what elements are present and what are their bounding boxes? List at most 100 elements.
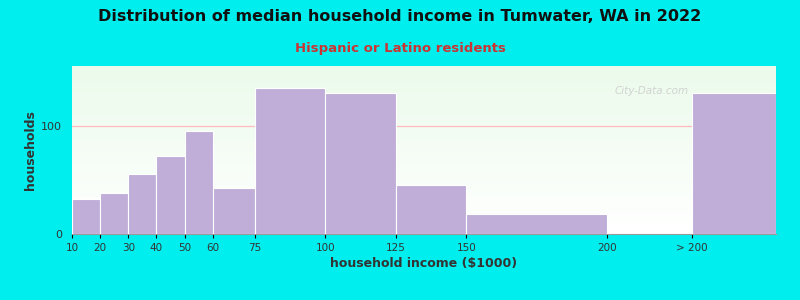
Bar <box>72 202 776 204</box>
Bar <box>72 178 776 180</box>
Bar <box>213 188 255 234</box>
Bar <box>72 165 776 167</box>
Bar <box>72 170 776 172</box>
Bar <box>72 128 776 130</box>
Bar <box>72 207 776 209</box>
Bar <box>72 217 776 219</box>
Bar <box>72 185 776 187</box>
Bar <box>72 199 776 200</box>
Text: Hispanic or Latino residents: Hispanic or Latino residents <box>294 42 506 55</box>
Bar <box>72 105 776 106</box>
Bar <box>72 155 776 157</box>
Bar <box>72 212 776 214</box>
Bar <box>72 136 776 138</box>
Bar <box>72 162 776 164</box>
Bar <box>72 231 776 232</box>
Bar <box>72 96 776 98</box>
Bar <box>72 94 776 96</box>
Bar <box>72 86 776 88</box>
Bar <box>72 172 776 173</box>
Bar <box>72 173 776 175</box>
Bar <box>72 224 776 226</box>
Bar <box>72 226 776 227</box>
Bar <box>255 88 326 234</box>
Bar <box>72 147 776 148</box>
Bar <box>72 204 776 206</box>
Bar <box>72 150 776 152</box>
Bar <box>72 125 776 127</box>
Bar <box>691 93 776 234</box>
Bar <box>72 187 776 189</box>
Bar <box>72 199 100 234</box>
Bar <box>72 111 776 113</box>
Bar <box>72 227 776 229</box>
Bar <box>72 215 776 217</box>
Bar <box>72 169 776 170</box>
Bar <box>72 131 776 133</box>
Bar <box>72 76 776 78</box>
Bar <box>72 101 776 103</box>
Bar <box>72 222 776 224</box>
Bar <box>72 167 776 169</box>
Bar <box>72 83 776 85</box>
Bar <box>72 143 776 145</box>
Bar <box>72 175 776 177</box>
Bar <box>72 130 776 131</box>
Bar <box>72 89 776 91</box>
Bar <box>72 110 776 111</box>
Bar <box>72 133 776 135</box>
Bar <box>157 156 185 234</box>
Bar <box>72 182 776 184</box>
Bar <box>326 93 396 234</box>
Bar <box>185 131 213 234</box>
Bar <box>72 71 776 73</box>
Bar <box>72 127 776 128</box>
Bar <box>72 140 776 142</box>
Bar <box>72 229 776 231</box>
Bar <box>72 142 776 143</box>
Bar <box>72 74 776 76</box>
Bar <box>72 145 776 147</box>
Bar <box>72 160 776 162</box>
Bar <box>72 192 776 194</box>
Bar <box>72 184 776 185</box>
Bar <box>72 135 776 136</box>
Bar <box>396 185 466 234</box>
Bar <box>72 116 776 118</box>
Bar <box>72 194 776 195</box>
Bar <box>72 209 776 211</box>
Bar <box>72 232 776 234</box>
Bar <box>72 214 776 215</box>
Bar <box>72 189 776 190</box>
Bar <box>72 113 776 115</box>
Bar <box>72 206 776 207</box>
Bar <box>72 138 776 140</box>
Bar <box>72 115 776 116</box>
Bar <box>72 81 776 83</box>
Bar <box>72 73 776 74</box>
Bar <box>72 211 776 212</box>
Bar <box>72 190 776 192</box>
Bar <box>72 148 776 150</box>
Bar <box>72 180 776 182</box>
Bar <box>72 88 776 89</box>
Bar <box>128 174 157 234</box>
Bar <box>466 214 607 234</box>
Bar <box>72 177 776 178</box>
Bar <box>72 69 776 71</box>
Bar <box>72 120 776 122</box>
Y-axis label: households: households <box>24 110 37 190</box>
Bar <box>72 93 776 94</box>
Bar <box>72 152 776 153</box>
Bar <box>72 98 776 100</box>
Bar <box>72 220 776 222</box>
Bar <box>72 158 776 160</box>
Bar <box>72 85 776 86</box>
Bar <box>72 80 776 81</box>
Bar <box>72 103 776 105</box>
Text: Distribution of median household income in Tumwater, WA in 2022: Distribution of median household income … <box>98 9 702 24</box>
Bar <box>72 197 776 199</box>
Bar <box>72 219 776 220</box>
Bar <box>72 200 776 202</box>
Bar <box>72 68 776 69</box>
